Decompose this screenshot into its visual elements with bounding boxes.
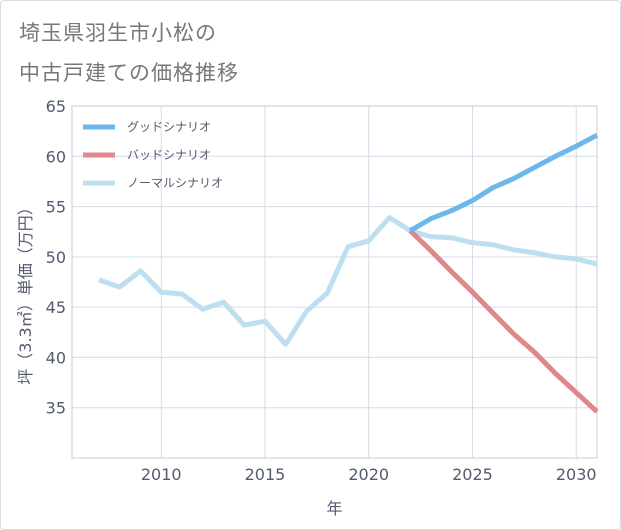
chart-title-line2: 中古戸建ての価格推移 — [19, 61, 239, 85]
x-tick-label-2030: 2030 — [556, 465, 597, 484]
y-tick-label-60: 60 — [46, 147, 66, 166]
y-tick-label-35: 35 — [46, 399, 66, 418]
tick-labels: 2010 2015 2020 2025 2030 35 40 45 50 55 60 65 — [46, 97, 597, 484]
series-line-0 — [408, 132, 599, 233]
chart-title-line1: 埼玉県羽生市小松の — [19, 21, 217, 45]
plot-border — [71, 105, 598, 459]
x-axis-label: 年 — [326, 499, 342, 518]
y-tick-label-55: 55 — [46, 198, 66, 217]
y-axis-label: 坪（3.3㎡）単価（万円） — [16, 199, 35, 384]
series-line-2 — [98, 215, 598, 347]
series-layer — [98, 132, 599, 414]
legend-label-2: ノーマルシナリオ — [127, 176, 223, 190]
y-tick-label-40: 40 — [46, 348, 66, 367]
legend-label-1: バッドシナリオ — [127, 148, 211, 162]
series-line-1 — [408, 228, 599, 414]
x-tick-label-2015: 2015 — [245, 465, 286, 484]
x-tick-label-2025: 2025 — [452, 465, 493, 484]
y-tick-label-45: 45 — [46, 298, 66, 317]
x-tick-label-2010: 2010 — [141, 465, 182, 484]
x-tick-label-2020: 2020 — [348, 465, 389, 484]
legend-label-0: グッドシナリオ — [127, 120, 211, 134]
y-tick-label-50: 50 — [46, 248, 66, 267]
y-tick-label-65: 65 — [46, 97, 66, 116]
